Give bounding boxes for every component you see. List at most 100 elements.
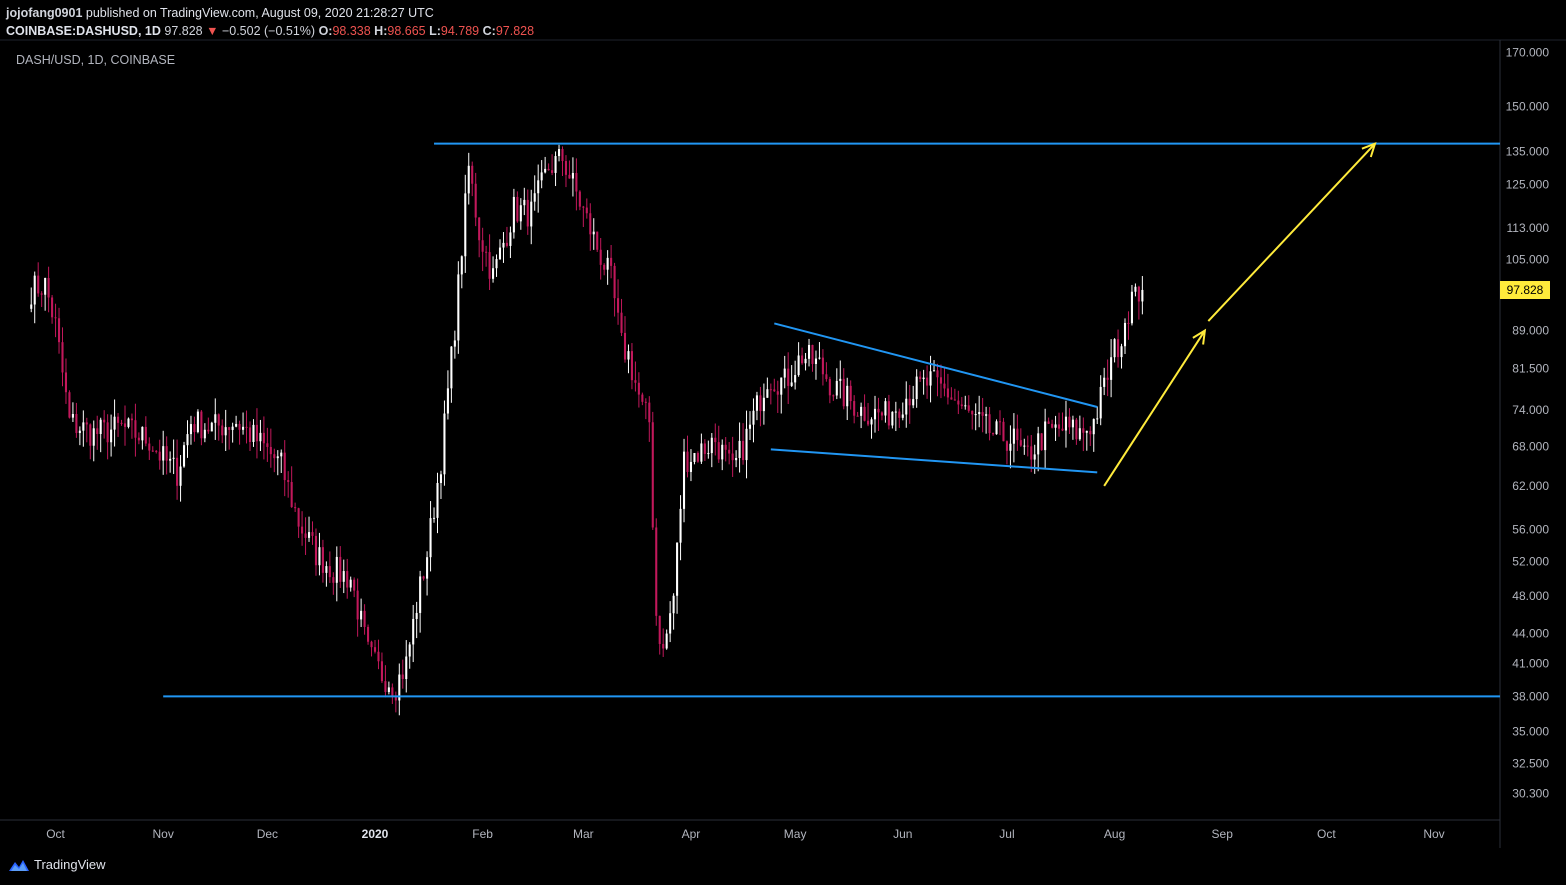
drawings-layer[interactable]	[163, 141, 1500, 698]
author-name[interactable]: jojofang0901	[6, 6, 83, 20]
candle-body	[752, 410, 755, 425]
candle-body	[589, 213, 592, 235]
candle-body	[700, 443, 703, 462]
candle-body	[1106, 377, 1109, 380]
candle-body	[1089, 430, 1092, 435]
candle-body	[307, 532, 311, 538]
candle-body	[738, 440, 741, 458]
candle-body	[224, 427, 227, 436]
candle-body	[992, 433, 995, 435]
candle-body	[516, 196, 519, 222]
candle-body	[898, 411, 901, 418]
candle-body	[919, 376, 922, 380]
candle-body	[908, 398, 911, 406]
candle-body	[582, 206, 585, 208]
projection-arrow[interactable]	[1207, 142, 1376, 322]
candle-body	[613, 265, 616, 299]
candle-body	[89, 424, 92, 446]
candle-body	[360, 610, 363, 620]
candle-body	[33, 275, 36, 305]
candle-body	[1078, 428, 1081, 440]
candle-body	[804, 358, 807, 364]
candle-body	[748, 424, 752, 429]
candle-body	[481, 240, 484, 252]
candle-body	[120, 422, 123, 424]
candle-body	[106, 422, 109, 443]
candle-body	[1082, 428, 1085, 433]
candle-body	[141, 426, 144, 441]
candle-body	[276, 456, 279, 459]
candle-body	[64, 372, 68, 393]
candle-body	[648, 402, 651, 423]
trendline[interactable]	[774, 322, 1098, 408]
trendline[interactable]	[770, 448, 1098, 474]
projection-arrow[interactable]	[1103, 330, 1206, 487]
candle-body	[1009, 443, 1012, 451]
candle-body	[412, 618, 415, 645]
candle-body	[1130, 291, 1133, 324]
candle-body	[1068, 416, 1071, 428]
candle-body	[964, 405, 967, 407]
candle-body	[592, 231, 595, 235]
candle-body	[912, 399, 915, 406]
candle-body	[436, 482, 439, 518]
candle-body	[235, 423, 238, 427]
candle-body	[985, 414, 988, 416]
candle-body	[478, 217, 481, 241]
candle-body	[252, 424, 255, 442]
candle-body	[957, 400, 960, 405]
candle-body	[766, 389, 769, 398]
candle-body	[578, 191, 581, 207]
candle-body	[721, 444, 724, 460]
candle-body	[311, 532, 314, 536]
candle-body	[731, 453, 734, 461]
candle-body	[176, 457, 179, 486]
price-tick-label: 150.000	[1506, 99, 1550, 113]
candle-body	[405, 656, 408, 680]
candle-body	[380, 661, 383, 682]
price-tick-label: 52.000	[1512, 555, 1549, 569]
candle-body	[488, 252, 491, 279]
candle-body	[342, 571, 345, 582]
candle-body	[193, 424, 196, 433]
candle-body	[245, 426, 248, 428]
candle-body	[294, 507, 297, 509]
candle-body	[297, 508, 300, 527]
low-value: 94.789	[440, 24, 480, 38]
candle-body	[401, 674, 404, 680]
arrow-head	[1361, 141, 1377, 158]
candle-body	[873, 408, 877, 420]
candle-body	[603, 264, 606, 270]
last-price-tag: 97.828	[1500, 280, 1550, 299]
candle-body	[231, 426, 234, 430]
candle-body	[717, 442, 720, 460]
time-axis[interactable]: Oct Nov Dec 2020 Feb Mar Apr May Jun Jul Aug Sep Oct…	[46, 827, 1444, 841]
candle-body	[47, 277, 50, 298]
candle-body	[665, 633, 668, 649]
price-tick-label: 44.000	[1512, 626, 1549, 640]
tradingview-logo[interactable]: TradingView	[8, 857, 106, 872]
candle-body	[974, 414, 977, 416]
candle-body	[1019, 440, 1022, 446]
time-tick-label: Nov	[1423, 827, 1444, 841]
candle-body	[221, 425, 224, 436]
candle-body	[339, 556, 342, 582]
candle-body	[1113, 339, 1116, 358]
candle-body	[571, 172, 574, 179]
candle-body	[99, 419, 102, 435]
time-tick-label: Oct	[1317, 827, 1336, 841]
candle-body	[387, 687, 390, 693]
candle-body	[40, 293, 43, 295]
candle-body	[71, 414, 74, 418]
candle-body	[728, 449, 731, 454]
candle-body	[30, 304, 33, 309]
candle-body	[686, 451, 689, 472]
price-chart[interactable]: 170.000 150.000 135.000 125.000 113.000 105.0…	[0, 0, 1566, 848]
candle-body	[585, 207, 588, 214]
price-tick-label: 62.000	[1512, 479, 1549, 493]
candle-body	[596, 231, 599, 250]
candle-body	[422, 576, 425, 579]
price-axis[interactable]: 170.000 150.000 135.000 125.000 113.000 105.0…	[1506, 45, 1550, 800]
candle-body	[158, 451, 161, 461]
candle-body	[998, 421, 1002, 423]
